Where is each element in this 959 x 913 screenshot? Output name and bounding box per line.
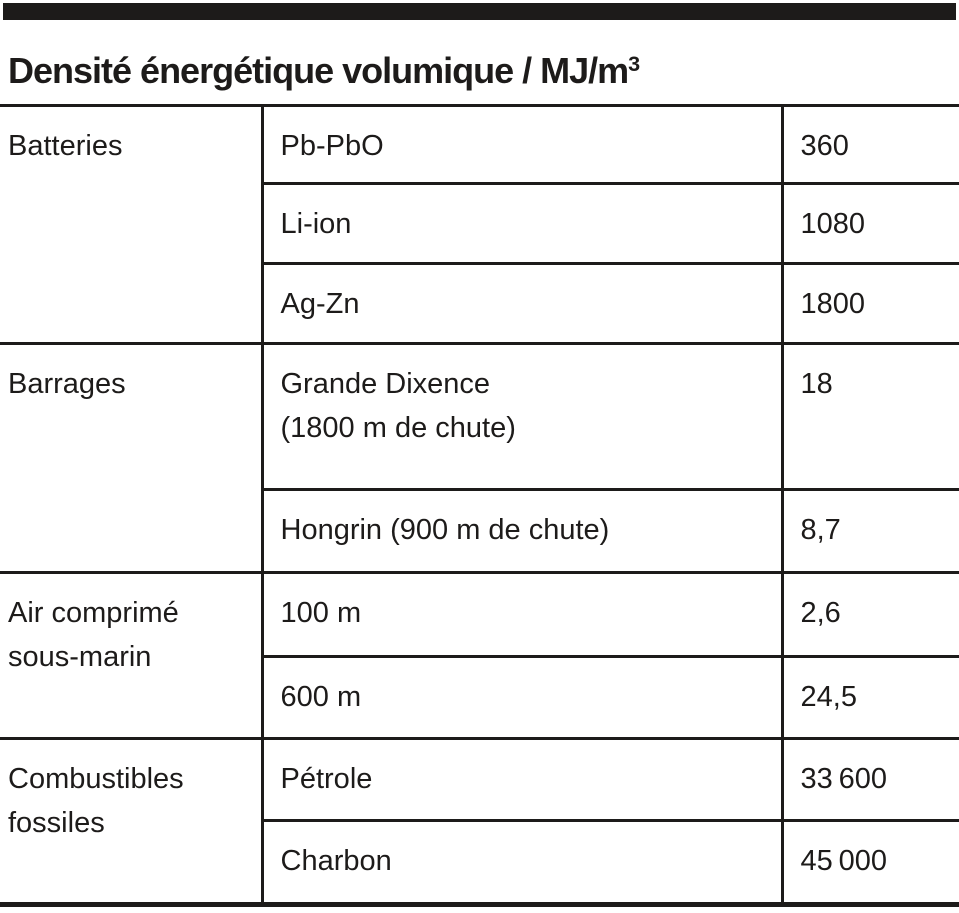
label-cell-100m: 100 m bbox=[260, 570, 782, 657]
table-row: Ag-Zn 1800 bbox=[0, 261, 959, 344]
top-black-bar bbox=[3, 3, 956, 20]
category-cell-combustibles: Combustibles fossiles bbox=[0, 736, 262, 905]
page-title-exponent: 3 bbox=[628, 51, 641, 76]
value-cell-pb-pbo: 360 bbox=[780, 105, 959, 184]
label-cell-600m: 600 m bbox=[260, 654, 782, 739]
category-cell-batteries: Batteries bbox=[8, 129, 123, 162]
label-cell-grande-dixence: Grande Dixence (1800 m de chute) bbox=[260, 341, 782, 490]
value-cell-grande-dixence: 18 bbox=[780, 341, 959, 490]
value-cell-li-ion: 1080 bbox=[780, 181, 959, 264]
page-title-text: Densité énergétique volumique / MJ/m bbox=[8, 49, 629, 91]
label-cell-petrole: Pétrole bbox=[260, 736, 782, 821]
label-cell-charbon: Charbon bbox=[260, 818, 782, 905]
energy-density-table: Batteries Pb-PbO 360 Li-ion 1080 Ag-Zn 1… bbox=[0, 103, 959, 907]
value-cell-100m: 2,6 bbox=[780, 570, 959, 657]
label-cell-ag-zn: Ag-Zn bbox=[260, 261, 782, 344]
table-row: Hongrin (900 m de chute) 8,7 bbox=[0, 487, 959, 573]
value-cell-ag-zn: 1800 bbox=[780, 261, 959, 344]
page-title: Densité énergétique volumique / MJ/m3 bbox=[8, 44, 959, 91]
value-cell-petrole: 33 600 bbox=[780, 736, 959, 821]
label-cell-li-ion: Li-ion bbox=[260, 181, 782, 264]
category-cell-barrages: Barrages bbox=[0, 341, 262, 573]
table-row: Batteries Pb-PbO 360 bbox=[0, 105, 959, 184]
table-row: 600 m 24,5 bbox=[0, 654, 959, 739]
table-row: Combustibles fossiles Pétrole 33 600 bbox=[0, 736, 959, 905]
value-cell-hongrin: 8,7 bbox=[780, 487, 959, 573]
table-row: Li-ion 1080 bbox=[0, 181, 959, 264]
value-cell-600m: 24,5 bbox=[780, 654, 959, 739]
table-row: Barrages Grande Dixence (1800 m de chute… bbox=[0, 341, 959, 573]
table-row: Charbon 45 000 bbox=[0, 818, 959, 905]
table-row: Air comprimé sous-marin 100 m 2,6 bbox=[0, 570, 959, 739]
value-cell-charbon: 45 000 bbox=[780, 818, 959, 905]
category-cell-air-comprime: Air comprimé sous-marin bbox=[0, 570, 262, 739]
label-cell-pb-pbo: Pb-PbO bbox=[260, 105, 782, 184]
label-cell-hongrin: Hongrin (900 m de chute) bbox=[260, 487, 782, 573]
